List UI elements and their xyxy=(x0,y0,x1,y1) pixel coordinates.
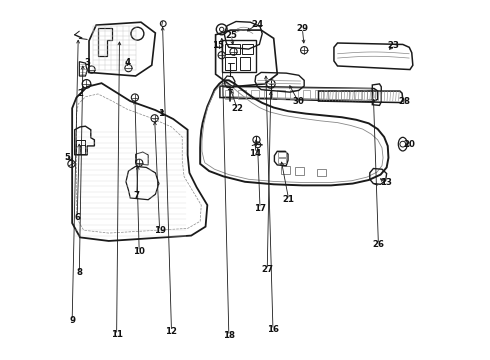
Bar xyxy=(225,90,233,99)
Text: 4: 4 xyxy=(124,58,130,67)
Text: 23: 23 xyxy=(388,41,400,50)
Text: 25: 25 xyxy=(225,31,237,40)
Text: 5: 5 xyxy=(65,153,71,162)
Bar xyxy=(281,166,290,174)
Text: 13: 13 xyxy=(380,178,392,187)
Bar xyxy=(295,167,304,175)
Text: 18: 18 xyxy=(223,332,235,341)
Bar xyxy=(278,158,286,163)
Text: 30: 30 xyxy=(292,96,304,105)
Bar xyxy=(317,168,326,176)
Bar xyxy=(367,90,375,99)
Bar xyxy=(290,90,297,99)
Text: 29: 29 xyxy=(296,24,308,33)
Text: 9: 9 xyxy=(69,316,75,325)
Text: 20: 20 xyxy=(403,140,415,149)
Bar xyxy=(225,57,236,69)
Text: 1: 1 xyxy=(158,109,164,118)
Bar xyxy=(242,44,253,54)
Text: 28: 28 xyxy=(398,96,410,105)
Text: 8: 8 xyxy=(76,268,82,277)
Bar xyxy=(302,90,311,99)
Text: 11: 11 xyxy=(111,330,122,339)
Text: 2: 2 xyxy=(78,89,84,98)
Bar xyxy=(278,152,286,157)
Text: 14: 14 xyxy=(249,149,261,158)
Text: 12: 12 xyxy=(166,327,177,336)
Bar xyxy=(76,140,85,154)
Bar xyxy=(354,90,362,99)
Text: 3: 3 xyxy=(85,58,91,67)
Text: 19: 19 xyxy=(154,226,166,235)
Text: 24: 24 xyxy=(251,19,264,28)
Bar xyxy=(264,90,272,99)
Text: 15: 15 xyxy=(212,41,224,50)
Bar xyxy=(240,57,250,69)
Bar xyxy=(221,40,256,72)
Text: 16: 16 xyxy=(267,325,279,334)
Bar xyxy=(328,90,336,99)
Bar xyxy=(341,90,349,99)
Bar xyxy=(238,90,246,99)
Bar xyxy=(225,44,240,54)
Bar xyxy=(316,90,323,99)
Text: 6: 6 xyxy=(74,213,80,222)
Text: 10: 10 xyxy=(133,247,145,256)
Bar xyxy=(251,90,259,99)
Text: 22: 22 xyxy=(231,104,243,113)
Text: 7: 7 xyxy=(134,190,140,199)
Text: 26: 26 xyxy=(372,240,384,249)
Text: 21: 21 xyxy=(283,195,295,204)
Bar xyxy=(277,90,285,99)
Bar xyxy=(80,145,85,154)
Text: 17: 17 xyxy=(254,204,266,213)
Text: 27: 27 xyxy=(261,265,273,274)
